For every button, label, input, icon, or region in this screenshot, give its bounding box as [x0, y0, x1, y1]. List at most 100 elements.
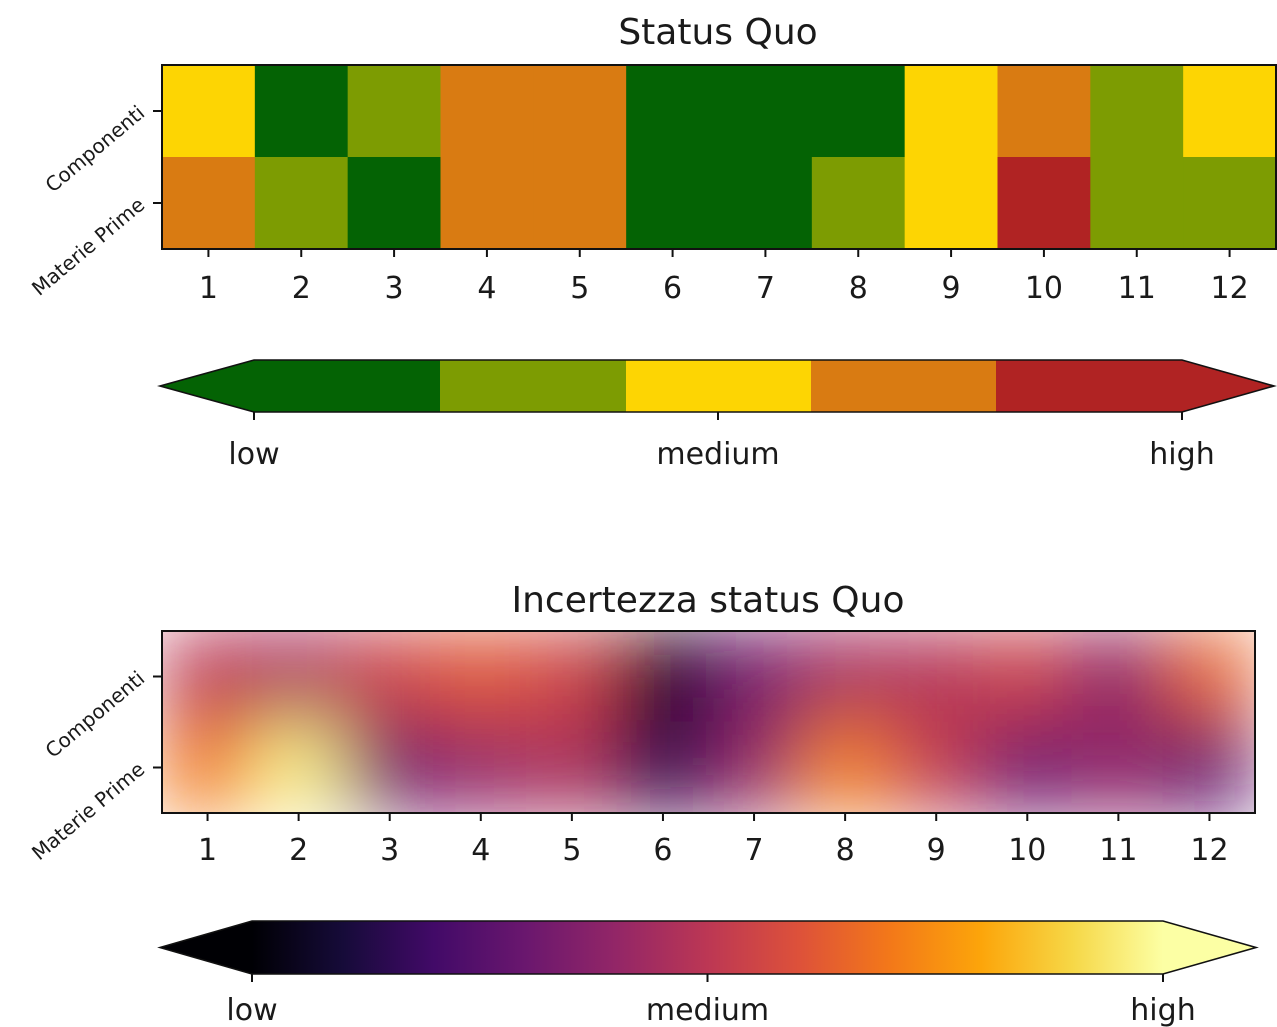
x-tick-label: 4	[471, 833, 490, 868]
heatmap-cell	[440, 65, 534, 158]
heatmap-cell	[811, 157, 906, 250]
colorbar-tick-label: high	[1149, 437, 1214, 472]
x-tick-label: 12	[1210, 271, 1248, 306]
heatmap-cell	[719, 65, 813, 158]
heatmap-cell	[997, 157, 1091, 250]
x-tick-label: 7	[744, 833, 763, 868]
heatmap-cell	[440, 157, 534, 250]
x-tick-label: 3	[380, 833, 399, 868]
heatmap-cell	[719, 157, 813, 250]
heatmap-cell	[980, 721, 1074, 813]
heatmap-cell	[889, 721, 983, 813]
y-tick-label: Componenti	[41, 666, 150, 763]
heatmap-cell	[811, 65, 906, 158]
x-tick-label: 2	[292, 271, 311, 306]
heatmap-cell	[616, 631, 710, 723]
x-tick-label: 6	[663, 271, 682, 306]
x-tick-label: 5	[562, 833, 581, 868]
colorbar-gradient	[252, 921, 1163, 974]
heatmap-cell	[1090, 65, 1184, 158]
heatmap-cell	[525, 631, 619, 723]
heatmap-cell	[889, 631, 983, 723]
chart-title: Status Quo	[618, 12, 817, 53]
heatmap-cell	[980, 631, 1074, 723]
heatmap-cell	[162, 721, 255, 813]
x-tick-label: 8	[849, 271, 868, 306]
heatmap-surface	[162, 631, 1255, 813]
heatmap-cell	[343, 631, 437, 723]
x-tick-label: 3	[385, 271, 404, 306]
heatmap-cell	[434, 721, 528, 813]
x-tick-label: 9	[942, 271, 961, 306]
plot-frame	[161, 64, 1277, 250]
x-tick-label: 1	[198, 833, 217, 868]
x-tick-label: 9	[927, 833, 946, 868]
x-tick-label: 12	[1190, 833, 1228, 868]
heatmap-cell	[533, 65, 627, 158]
heatmap-cell	[162, 631, 255, 723]
colorbar-extend-low	[160, 921, 252, 974]
chart-title: Incertezza status Quo	[512, 580, 905, 621]
y-tick-label: Materie Prime	[27, 192, 149, 300]
colorbar-segment	[996, 360, 1183, 412]
heatmap-cell	[798, 631, 892, 723]
chart-status-quo: Status Quo 1 2 3 4 5 6 7 8 9 10 11 12 ComponentiMat…	[27, 12, 1277, 472]
colorbar-tick-label: high	[1130, 993, 1195, 1027]
colorbar-extend-low	[160, 360, 254, 412]
x-tick-label: 6	[653, 833, 672, 868]
heatmap-cell	[343, 721, 437, 813]
x-tick-label: 8	[836, 833, 855, 868]
x-tick-label: 11	[1118, 271, 1156, 306]
x-tick-label: 7	[756, 271, 775, 306]
colorbar-tick-label: medium	[656, 437, 779, 472]
heatmap-cell	[707, 631, 801, 723]
heatmap-cell	[1162, 631, 1255, 723]
plot-frame	[161, 630, 1256, 814]
x-tick-label: 10	[1008, 833, 1046, 868]
heatmap-cell	[434, 631, 528, 723]
heatmap-cell	[904, 157, 999, 250]
heatmap-cell	[525, 721, 619, 813]
x-tick-label: 5	[570, 271, 589, 306]
colorbar-tick-label: medium	[646, 993, 769, 1027]
heatmap-cell	[162, 65, 256, 158]
heatmap-cell	[533, 157, 627, 250]
colorbar: low medium high	[157, 920, 1259, 1027]
y-tick-label: Componenti	[41, 100, 150, 197]
heatmap-cell	[1183, 157, 1277, 250]
heatmap-cell	[616, 721, 710, 813]
heatmap-cell	[707, 721, 801, 813]
x-tick-label: 2	[289, 833, 308, 868]
colorbar-segment	[811, 360, 997, 412]
x-axis: 1 2 3 4 5 6 7 8 9 10 11 12	[198, 813, 1229, 868]
heatmap-cells	[162, 631, 1255, 813]
heatmap-cell	[1071, 631, 1165, 723]
heatmap-cell	[997, 65, 1091, 158]
heatmap-cell	[626, 157, 720, 250]
heatmap-cell	[162, 157, 256, 250]
y-tick-label: Materie Prime	[27, 757, 149, 865]
heatmap-cell	[1071, 721, 1165, 813]
heatmap-cell	[1090, 157, 1184, 250]
colorbar-segment	[626, 360, 812, 412]
x-axis: 1 2 3 4 5 6 7 8 9 10 11 12	[199, 249, 1249, 306]
heatmap-cell	[347, 157, 442, 250]
colorbar-extend-high	[1163, 921, 1256, 974]
heatmap-cells	[162, 65, 1277, 250]
heatmap-cell	[798, 721, 892, 813]
heatmap-cell	[254, 157, 349, 250]
heatmap-cell	[252, 721, 346, 813]
heatmap-cell	[252, 631, 346, 723]
x-tick-label: 11	[1099, 833, 1137, 868]
heatmap-cell	[347, 65, 442, 158]
chart-incertezza-status-quo: Incertezza status Quo 1 2 3 4 5 6 7 8 9 10 11 12 Co…	[27, 580, 1259, 1027]
colorbar-segment	[440, 360, 627, 412]
colorbar: low medium high	[156, 359, 1277, 472]
x-tick-label: 4	[477, 271, 496, 306]
x-tick-label: 1	[199, 271, 218, 306]
colorbar-tick-label: low	[228, 437, 279, 472]
colorbar-extend-high	[1182, 360, 1274, 412]
